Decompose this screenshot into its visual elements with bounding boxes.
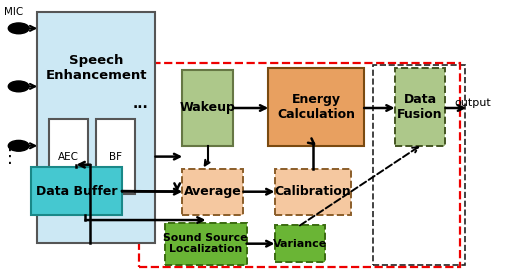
FancyBboxPatch shape: [96, 119, 135, 194]
FancyBboxPatch shape: [275, 169, 351, 215]
Text: Average: Average: [184, 185, 242, 198]
Text: MIC: MIC: [4, 7, 23, 17]
Text: Data
Fusion: Data Fusion: [397, 93, 443, 121]
Text: Calibration: Calibration: [275, 185, 351, 198]
Text: BF: BF: [109, 151, 122, 162]
FancyBboxPatch shape: [49, 119, 88, 194]
FancyBboxPatch shape: [182, 169, 243, 215]
Text: Wakeup: Wakeup: [180, 102, 236, 114]
FancyBboxPatch shape: [31, 167, 122, 215]
Text: output: output: [455, 98, 492, 109]
Text: AEC: AEC: [58, 151, 79, 162]
FancyBboxPatch shape: [268, 68, 364, 146]
FancyBboxPatch shape: [165, 223, 247, 265]
Circle shape: [8, 23, 29, 34]
FancyBboxPatch shape: [182, 70, 233, 146]
FancyBboxPatch shape: [395, 68, 445, 146]
FancyBboxPatch shape: [275, 225, 325, 262]
FancyBboxPatch shape: [37, 12, 155, 243]
Circle shape: [8, 140, 29, 151]
Text: Energy
Calculation: Energy Calculation: [277, 93, 355, 121]
Text: Speech
Enhancement: Speech Enhancement: [46, 54, 147, 82]
Circle shape: [8, 81, 29, 92]
Text: Data Buffer: Data Buffer: [36, 184, 117, 198]
Text: ···: ···: [133, 101, 148, 115]
Text: ⋮: ⋮: [2, 148, 19, 166]
Text: Variance: Variance: [273, 239, 327, 249]
Text: Sound Source
Localization: Sound Source Localization: [163, 233, 248, 254]
